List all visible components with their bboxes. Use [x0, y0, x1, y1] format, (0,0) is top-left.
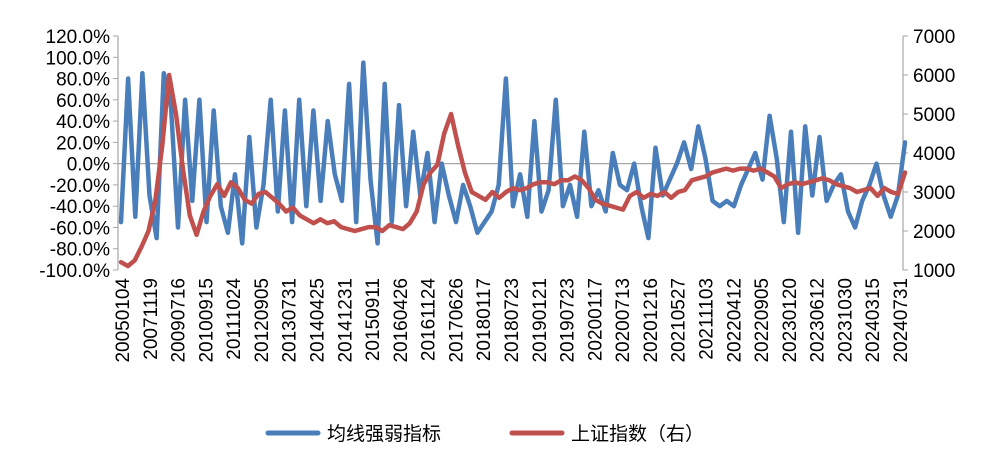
left-tick-label: -60.0% — [50, 218, 110, 239]
left-tick-label: -20.0% — [50, 176, 110, 197]
x-tick-label: 20230120 — [780, 278, 801, 363]
legend-label-strength: 均线强弱指标 — [327, 423, 441, 445]
x-tick-label: 20211103 — [697, 278, 718, 360]
x-tick-label: 20150911 — [363, 278, 384, 361]
plot-lines — [118, 60, 908, 269]
x-tick-label: 20200117 — [585, 278, 606, 361]
x-tick-label: 20120905 — [252, 278, 273, 363]
left-tick-label: -40.0% — [50, 197, 110, 218]
right-tick-label: 3000 — [913, 183, 955, 204]
x-tick-label: 20200713 — [613, 278, 634, 363]
right-tick-label: 7000 — [913, 27, 955, 48]
x-tick-label: 20231030 — [835, 278, 856, 363]
right-tick-label: 6000 — [913, 66, 955, 87]
left-axis-ticks: 120.0%100.0%80.0%60.0%40.0%20.0%0.0%-20.… — [39, 27, 118, 282]
x-tick-label: 20140425 — [308, 278, 329, 363]
x-tick-label: 20240731 — [891, 278, 912, 363]
x-tick-label: 20141231 — [335, 278, 356, 363]
left-tick-label: 80.0% — [56, 70, 110, 91]
x-tick-label: 20180117 — [474, 278, 495, 361]
right-axis-ticks: 7000 6000 5000 4000 3000 2000 1000 — [903, 27, 955, 282]
series-line-0 — [118, 60, 908, 246]
x-tick-label: 20190723 — [558, 278, 579, 363]
right-tick-label: 5000 — [913, 105, 955, 126]
left-tick-label: 20.0% — [56, 133, 110, 154]
x-tick-label: 20170626 — [446, 278, 467, 363]
right-tick-label: 1000 — [913, 261, 955, 282]
left-tick-label: 60.0% — [56, 91, 110, 112]
left-tick-label: -100.0% — [39, 261, 110, 282]
x-tick-label: 20090716 — [169, 278, 190, 363]
x-tick-label: 20190121 — [530, 278, 551, 363]
x-tick-label: 20180723 — [502, 278, 523, 363]
left-tick-label: 40.0% — [56, 112, 110, 133]
x-axis-ticks: 20050104 20071119 20090716 20100915 20111024… — [113, 278, 912, 363]
x-tick-label: 20220905 — [752, 278, 773, 363]
left-tick-label: 100.0% — [46, 48, 111, 69]
x-tick-label: 20111024 — [224, 278, 245, 360]
x-tick-label: 20071119 — [141, 278, 162, 360]
x-tick-label: 20100915 — [196, 278, 217, 363]
x-tick-label: 20210527 — [669, 278, 690, 363]
x-tick-label: 20130731 — [280, 278, 301, 363]
x-tick-label: 20230612 — [808, 278, 829, 363]
right-tick-label: 4000 — [913, 144, 955, 165]
x-tick-label: 20220412 — [724, 278, 745, 363]
x-tick-label: 20240315 — [863, 278, 884, 363]
x-tick-label: 20160426 — [391, 278, 412, 363]
legend-label-index: 上证指数（右） — [571, 423, 704, 445]
left-tick-label: -80.0% — [50, 240, 110, 261]
right-tick-label: 2000 — [913, 222, 955, 243]
left-tick-label: 0.0% — [67, 155, 110, 176]
legend: 均线强弱指标 上证指数（右） — [265, 423, 704, 445]
x-tick-label: 20201216 — [641, 278, 662, 363]
x-tick-label: 20050104 — [113, 278, 134, 363]
series-line-1 — [118, 72, 908, 269]
left-tick-label: 120.0% — [46, 27, 111, 48]
x-tick-label: 20161124 — [419, 278, 440, 362]
